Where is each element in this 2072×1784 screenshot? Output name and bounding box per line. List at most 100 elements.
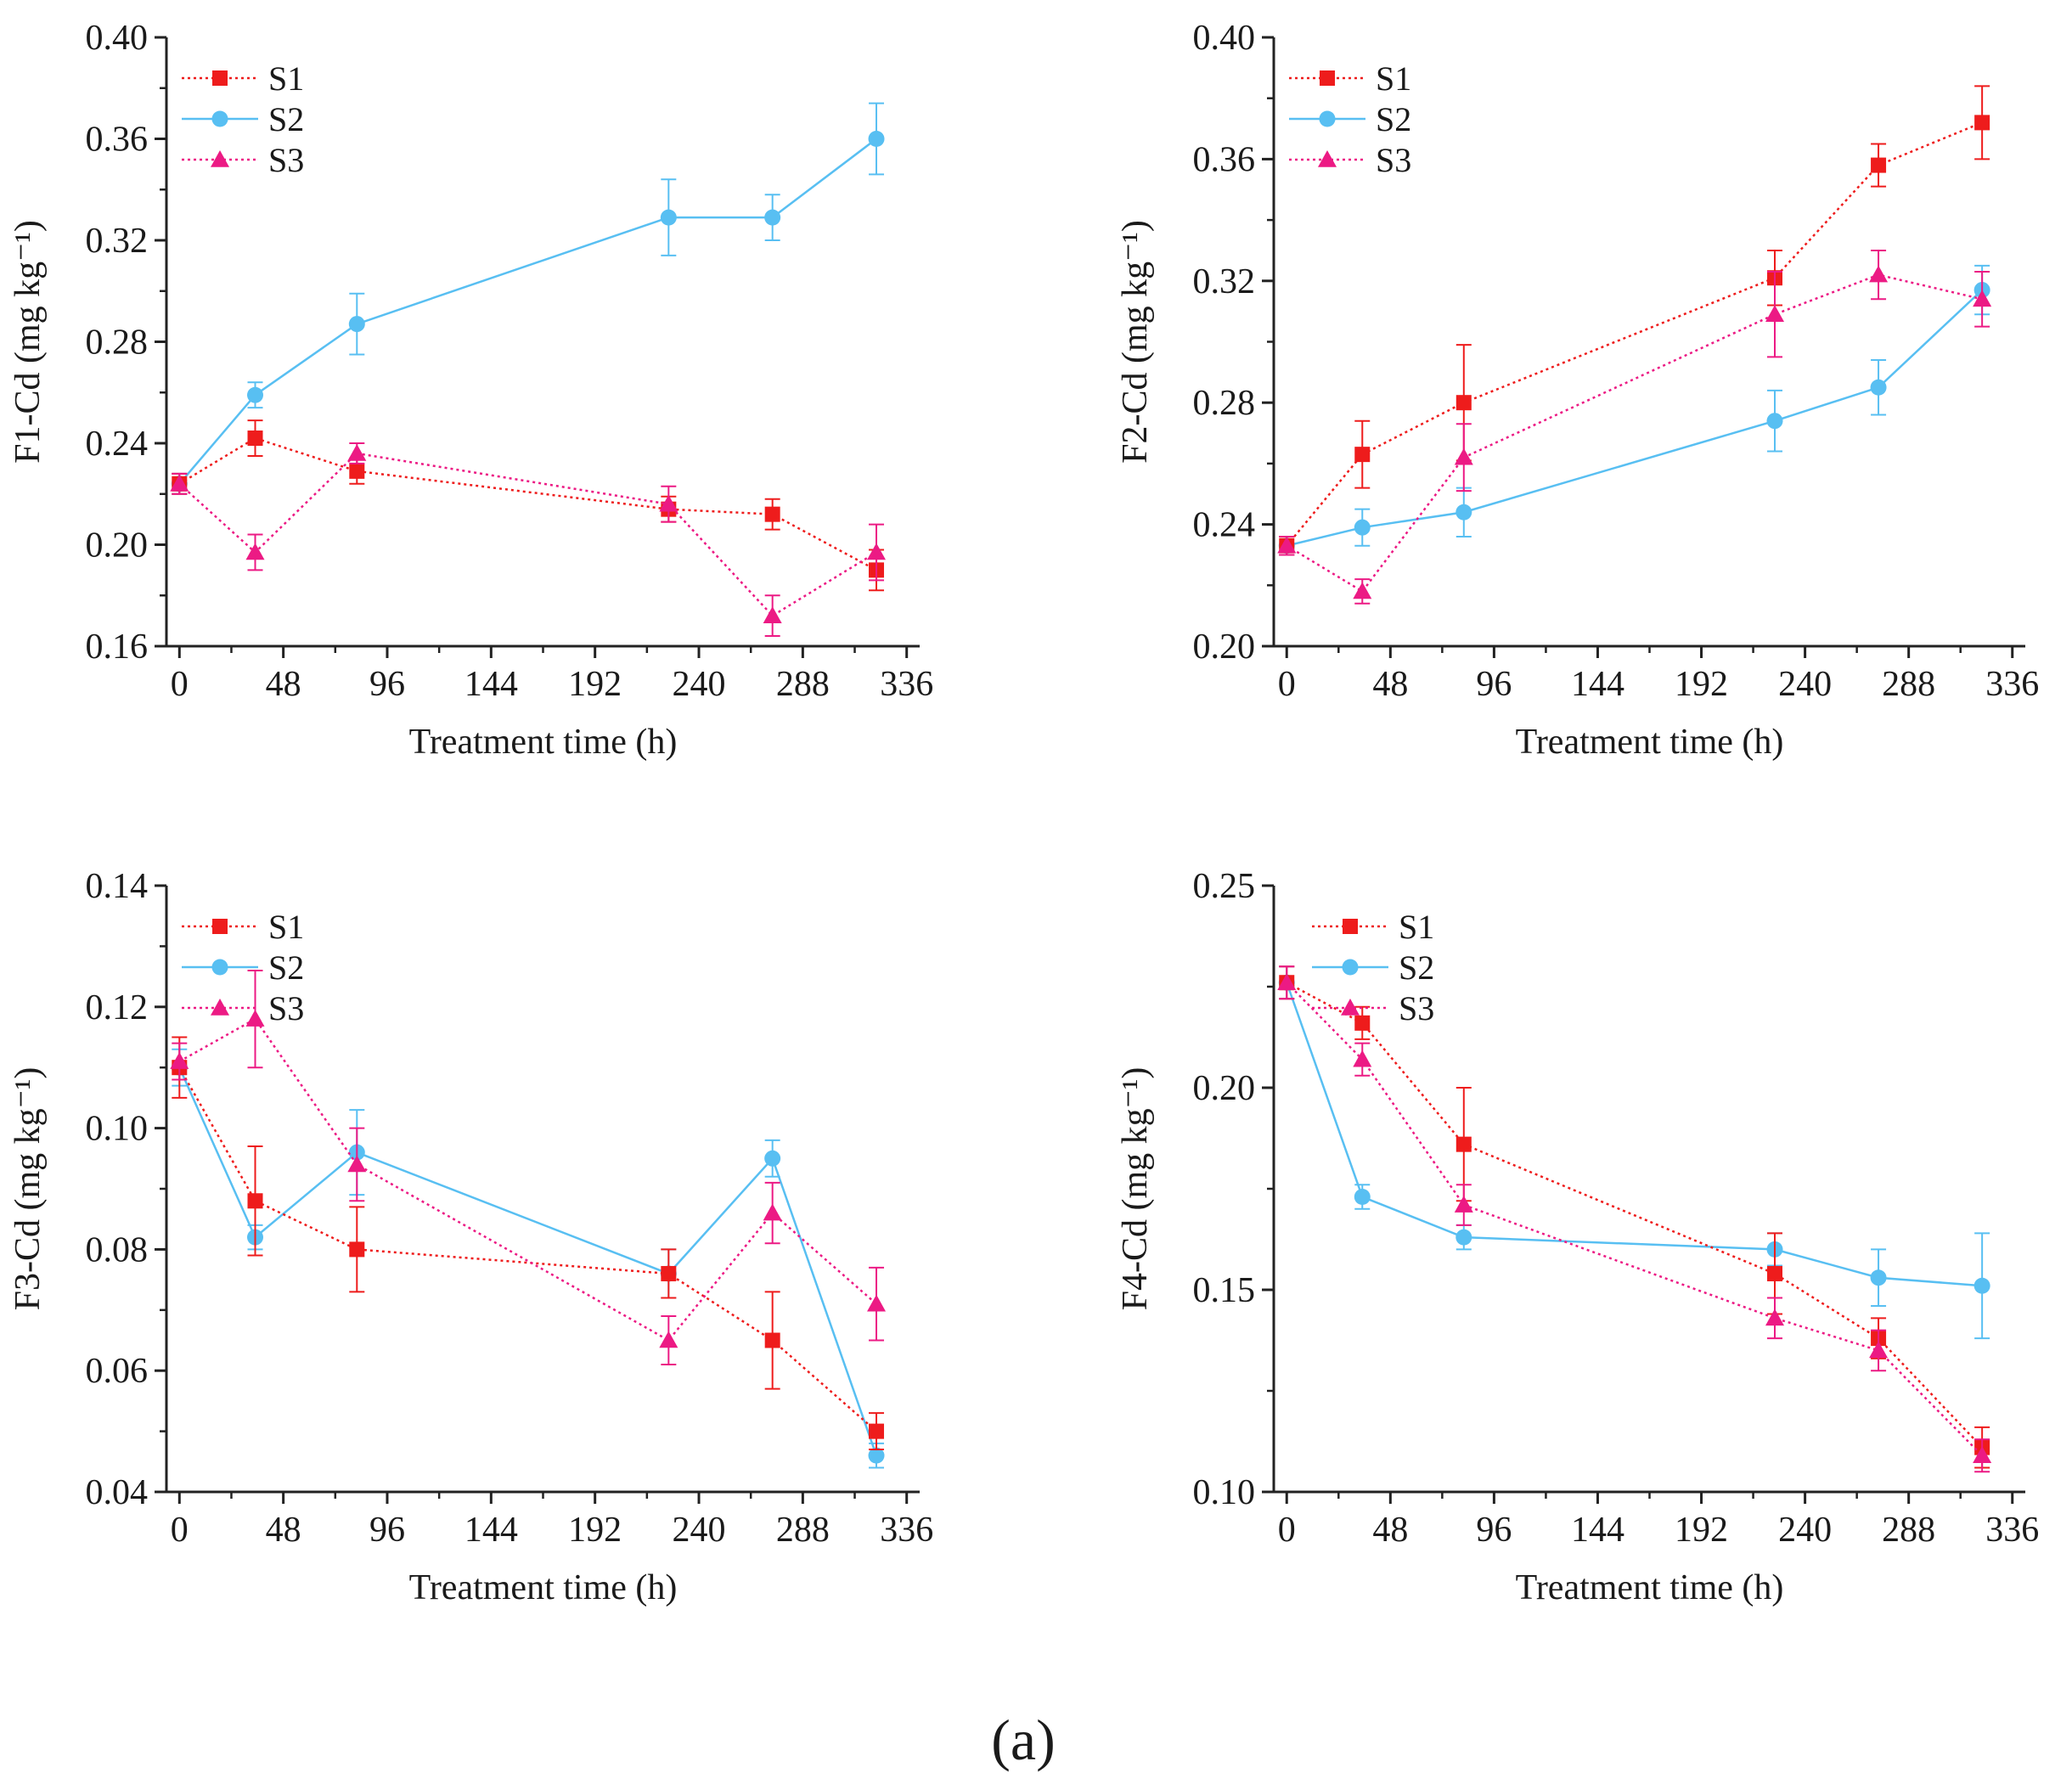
data-point [1869, 265, 1889, 283]
x-tick-label: 144 [465, 665, 518, 704]
legend-marker [211, 110, 228, 127]
x-tick-label: 0 [171, 665, 189, 704]
figure-caption: (a) [991, 1708, 1055, 1772]
y-tick-label: 0.28 [1193, 384, 1256, 423]
data-point [247, 1193, 263, 1209]
data-point [1353, 1050, 1372, 1067]
data-point [245, 543, 265, 560]
y-tick-label: 0.20 [1193, 627, 1256, 667]
series-line [1286, 289, 1983, 547]
legend-label-s1: S1 [268, 908, 304, 946]
data-point [660, 209, 677, 226]
y-tick-label: 0.10 [1193, 1473, 1256, 1512]
x-tick-label: 288 [1882, 1511, 1935, 1550]
legend-marker [1342, 959, 1359, 976]
x-tick-label: 192 [1675, 1511, 1728, 1550]
y-axis-title: F1-Cd (mg kg⁻¹) [8, 220, 48, 464]
x-tick-label: 336 [880, 1511, 933, 1550]
data-point [1869, 1341, 1889, 1359]
data-point [763, 606, 782, 623]
legend-label-s1: S1 [268, 59, 304, 98]
series-line [178, 452, 877, 617]
y-tick-label: 0.36 [1193, 140, 1256, 179]
data-point [348, 316, 365, 333]
data-point [1277, 536, 1297, 554]
data-point [764, 209, 781, 226]
x-tick-label: 48 [1372, 665, 1408, 704]
data-point [347, 443, 367, 461]
x-tick-label: 48 [1372, 1511, 1408, 1550]
data-point [659, 494, 678, 512]
data-point [661, 1265, 677, 1281]
series-s3 [1277, 965, 1992, 1473]
data-point [764, 1150, 781, 1167]
y-tick-label: 0.20 [86, 526, 149, 566]
series-line [178, 1066, 878, 1456]
chart-panels: 0 48 96 144 192 240 288 336 0.16 0.20 0.24 0.28 0.32… [8, 19, 2039, 1607]
data-point [867, 543, 887, 560]
x-tick-label: 96 [369, 665, 405, 704]
x-tick-label: 0 [171, 1511, 189, 1550]
y-tick-label: 0.10 [86, 1110, 149, 1149]
x-tick-label: 144 [1571, 1511, 1624, 1550]
y-tick-label: 0.36 [86, 121, 149, 160]
series-s1 [1279, 965, 1990, 1469]
data-point [1974, 115, 1990, 131]
series-s3 [170, 969, 887, 1366]
data-point [1454, 1196, 1473, 1213]
x-tick-label: 240 [1778, 1511, 1832, 1550]
data-point [1455, 1136, 1472, 1152]
data-point [1277, 973, 1297, 991]
legend-label-s3: S3 [268, 141, 304, 179]
series-s3 [1277, 249, 1992, 605]
series-line [1286, 982, 1984, 1449]
y-tick-label: 0.14 [86, 867, 149, 906]
y-tick-label: 0.16 [86, 627, 149, 667]
data-point [1765, 1308, 1784, 1326]
data-point [1765, 305, 1784, 323]
series-line [178, 1017, 877, 1342]
legend-marker [1343, 919, 1358, 934]
y-tick-label: 0.04 [86, 1473, 149, 1512]
x-tick-label: 0 [1278, 1511, 1296, 1550]
chart-f1: 0 48 96 144 192 240 288 336 0.16 0.20 0.24 0.28 0.32… [8, 19, 933, 762]
data-point [1455, 1229, 1472, 1246]
chart-f4: 0 48 96 144 192 240 288 336 0.10 0.15 0.20 0.25 Trea… [1116, 867, 2039, 1607]
x-tick-label: 144 [465, 1511, 518, 1550]
data-point [1767, 1265, 1782, 1281]
data-point [868, 1447, 885, 1464]
y-axis-title: F3-Cd (mg kg⁻¹) [8, 1067, 48, 1311]
data-point [764, 1332, 780, 1348]
data-point [1973, 290, 1992, 307]
data-point [349, 463, 365, 479]
x-axis-title: Treatment time (h) [1516, 1568, 1784, 1607]
series-line [178, 436, 877, 571]
series-s3 [170, 442, 887, 638]
data-point [1871, 157, 1887, 173]
series-s2 [171, 102, 885, 495]
x-tick-label: 48 [266, 665, 301, 704]
legend-marker [211, 959, 228, 976]
y-tick-label: 0.32 [86, 222, 149, 261]
x-tick-label: 48 [266, 1511, 301, 1550]
data-point [1766, 413, 1783, 430]
series-line [178, 138, 877, 485]
legend-marker [211, 999, 229, 1016]
legend-marker [1320, 70, 1335, 86]
x-tick-label: 96 [369, 1511, 405, 1550]
legend-label-s2: S2 [1376, 100, 1411, 138]
data-point [1354, 1015, 1371, 1031]
legend-label-s3: S3 [268, 989, 304, 1027]
legend-label-s2: S2 [1399, 948, 1434, 987]
y-tick-label: 0.24 [86, 425, 149, 464]
x-tick-label: 288 [776, 665, 830, 704]
data-point [868, 131, 885, 147]
data-point [763, 1203, 782, 1221]
x-tick-label: 192 [1675, 665, 1728, 704]
data-point [764, 506, 780, 522]
series-line [178, 1066, 877, 1432]
x-tick-label: 0 [1278, 665, 1296, 704]
legend-label-s1: S1 [1376, 59, 1411, 98]
